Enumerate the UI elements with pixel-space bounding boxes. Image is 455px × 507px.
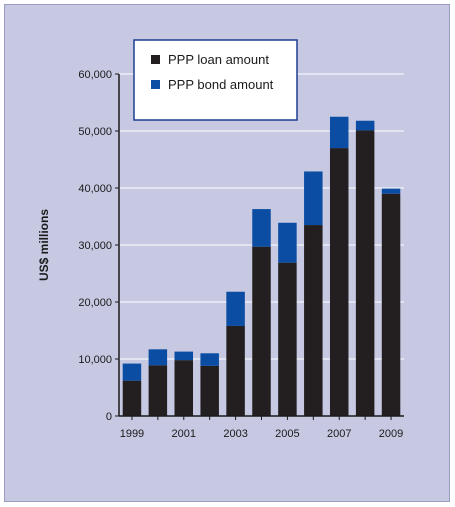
bar-bond-2007 — [329, 116, 349, 149]
x-tick-label: 2003 — [223, 428, 247, 440]
y-tick-label: 40,000 — [78, 183, 112, 195]
bar-loan-2005 — [278, 262, 297, 416]
x-tick-label: 2001 — [172, 428, 196, 440]
legend-swatch-bond — [151, 80, 160, 89]
bar-bond-2002 — [200, 353, 219, 366]
bar-loan-2008 — [355, 130, 375, 416]
bar-bond-2005 — [278, 222, 297, 263]
y-tick-labels: 0 10,000 20,000 30,000 40,000 50,000 60,000 — [78, 69, 112, 423]
bar-bond-2000 — [148, 349, 168, 366]
bar-loan-2007 — [329, 148, 349, 416]
bar-bond-2008 — [355, 120, 375, 131]
x-tick-label: 2009 — [379, 428, 403, 440]
legend: PPP loan amount PPP bond amount — [133, 39, 298, 121]
axes — [115, 73, 404, 420]
y-tick-label: 20,000 — [78, 297, 112, 309]
bar-loan-2003 — [226, 325, 245, 416]
legend-label-bond: PPP bond amount — [168, 77, 274, 92]
y-tick-label: 50,000 — [78, 126, 112, 138]
y-tick-label: 30,000 — [78, 240, 112, 252]
legend-label-loan: PPP loan amount — [168, 52, 269, 67]
x-tick-label: 2007 — [327, 428, 351, 440]
legend-swatch-loan — [151, 55, 160, 64]
bars — [122, 116, 401, 416]
bar-bond-2004 — [252, 209, 271, 247]
bar-loan-2001 — [174, 360, 194, 416]
y-axis-label: US$ millions — [37, 209, 51, 281]
bar-loan-2002 — [200, 365, 219, 416]
bar-loan-2009 — [381, 193, 401, 416]
x-tick-label: 1999 — [120, 428, 144, 440]
y-tick-label: 60,000 — [78, 69, 112, 81]
bar-bond-1999 — [122, 363, 142, 381]
bar-loan-2004 — [252, 246, 271, 416]
bar-bond-2006 — [304, 171, 323, 226]
bar-loan-2000 — [148, 365, 168, 416]
bar-loan-1999 — [122, 380, 142, 416]
x-tick-label: 2005 — [275, 428, 299, 440]
bar-bond-2003 — [226, 291, 245, 326]
bar-bond-2001 — [174, 351, 194, 361]
bar-bond-2009 — [381, 188, 401, 194]
y-tick-label: 0 — [106, 411, 112, 423]
y-tick-label: 10,000 — [78, 354, 112, 366]
legend-box — [133, 39, 298, 121]
x-tick-labels: 1999 2001 2003 2005 2007 2009 — [120, 428, 404, 440]
bar-loan-2006 — [304, 225, 323, 416]
